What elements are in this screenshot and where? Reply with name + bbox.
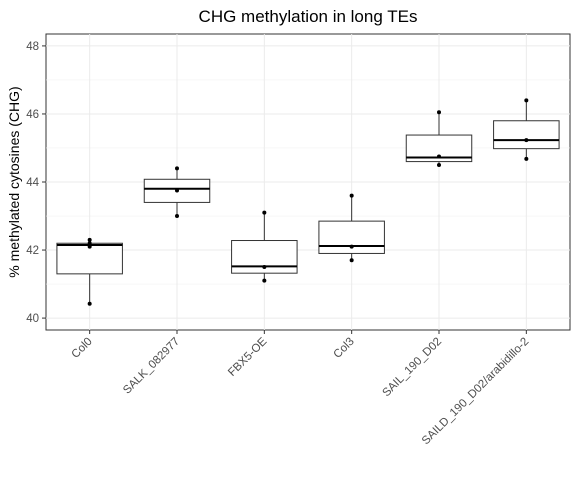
chart-title: CHG methylation in long TEs (199, 7, 418, 26)
data-point (262, 265, 267, 270)
grid-layer (46, 34, 570, 330)
data-point (524, 98, 529, 103)
x-tick-label: SAIL_190_D02 (380, 336, 444, 400)
data-point (175, 166, 179, 171)
x-tick-label: Col0 (70, 336, 95, 361)
data-point (437, 154, 441, 159)
data-point (175, 188, 179, 193)
data-point (524, 138, 529, 143)
y-tick-label: 48 (26, 41, 39, 53)
box-iqr (493, 120, 560, 150)
box-iqr (56, 242, 123, 275)
data-point (87, 301, 92, 306)
data-point (349, 258, 354, 263)
x-tick-label: SALK_082977 (121, 336, 182, 397)
x-tick-label: Col3 (332, 336, 357, 361)
data-point (349, 193, 354, 198)
x-tick-label: SAILD_190_D02/arabidillo-2 (420, 336, 532, 448)
y-tick-label: 44 (26, 177, 39, 189)
x-tick-label: FBX5-OE (226, 335, 270, 379)
data-point (87, 244, 92, 249)
data-point (262, 278, 267, 283)
data-point (87, 241, 92, 246)
data-point (437, 162, 441, 167)
data-point (262, 210, 267, 215)
point-layer (87, 98, 529, 306)
data-point (349, 244, 354, 249)
y-axis-title: % methylated cytosines (CHG) (6, 86, 22, 277)
y-tick-label: 42 (26, 245, 39, 257)
y-tick-label: 46 (26, 109, 39, 121)
y-tick-label: 40 (26, 313, 39, 325)
data-point (175, 214, 179, 219)
data-point (437, 110, 441, 115)
data-point (524, 156, 529, 161)
data-point (87, 237, 92, 242)
